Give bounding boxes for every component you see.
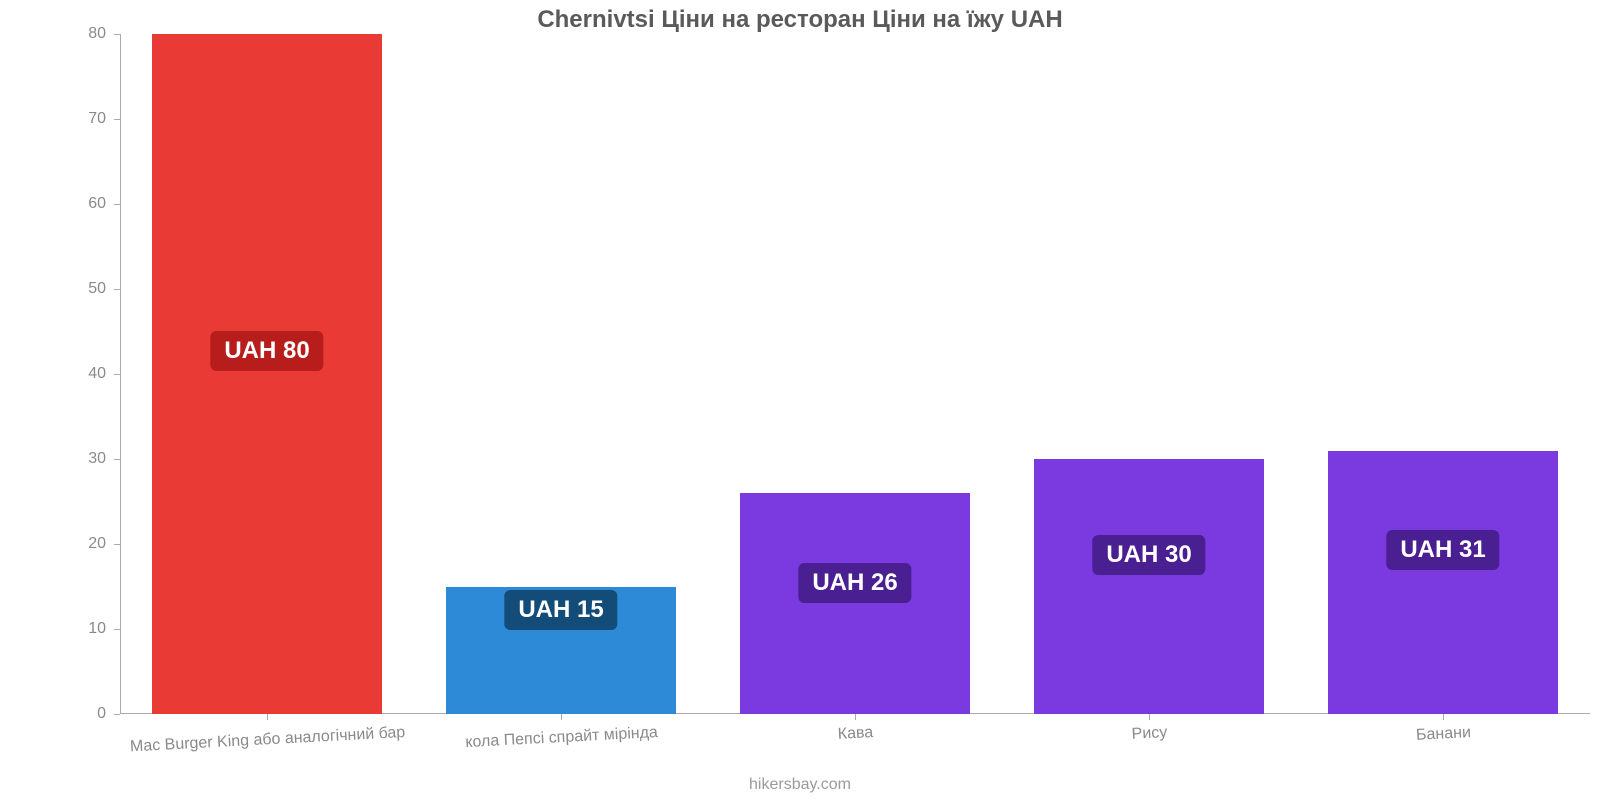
y-tick-label: 70 [88,110,106,128]
value-badge: UAH 26 [798,563,911,603]
y-tick-label: 0 [97,705,106,723]
y-tick-label: 20 [88,535,106,553]
plot-area: 01020304050607080Mac Burger King або ана… [120,34,1590,714]
x-tick-label: Рису [1131,724,1168,744]
bar [1328,451,1557,715]
value-badge: UAH 30 [1092,535,1205,575]
y-tick-mark [114,374,120,375]
x-tick-label: Mac Burger King або аналогічний бар [130,724,406,756]
y-tick-mark [114,119,120,120]
x-tick-mark [855,714,856,720]
bar [152,34,381,714]
attribution-text: hikersbay.com [0,776,1600,794]
y-tick-label: 60 [88,195,106,213]
y-tick-mark [114,544,120,545]
x-tick-mark [1149,714,1150,720]
chart-title: Chernivtsi Ціни на ресторан Ціни на їжу … [0,6,1600,34]
value-badge: UAH 80 [210,331,323,371]
y-tick-mark [114,714,120,715]
y-tick-label: 50 [88,280,106,298]
value-badge: UAH 31 [1386,530,1499,570]
y-tick-mark [114,34,120,35]
bar [740,493,969,714]
y-tick-mark [114,629,120,630]
y-tick-label: 30 [88,450,106,468]
x-tick-mark [1443,714,1444,720]
y-tick-label: 80 [88,25,106,43]
x-tick-mark [267,714,268,720]
y-tick-mark [114,459,120,460]
x-tick-label: Банани [1416,724,1472,745]
x-tick-mark [561,714,562,720]
y-tick-mark [114,204,120,205]
chart-container: Chernivtsi Ціни на ресторан Ціни на їжу … [0,0,1600,800]
y-axis-line [120,34,121,714]
y-tick-mark [114,289,120,290]
x-tick-label: Кава [837,724,873,744]
value-badge: UAH 15 [504,590,617,630]
bar [1034,459,1263,714]
x-tick-label: кола Пепсі спрайт мірінда [465,724,658,752]
y-tick-label: 40 [88,365,106,383]
y-tick-label: 10 [88,620,106,638]
